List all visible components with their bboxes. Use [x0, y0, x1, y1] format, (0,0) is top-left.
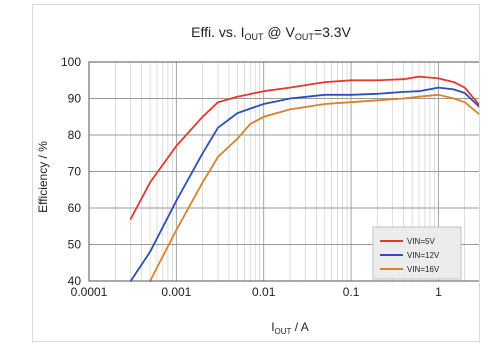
y-tick-label: 40	[68, 274, 82, 288]
y-tick-label: 100	[61, 55, 81, 69]
series-line-1	[129, 75, 481, 220]
legend-label-1: VIN=5V	[407, 237, 435, 246]
legend-box	[372, 226, 462, 280]
series-line-2	[129, 86, 481, 282]
x-tick-label: 1	[435, 285, 442, 299]
y-tick-label: 60	[68, 201, 82, 215]
x-tick-label: 0.001	[161, 285, 191, 299]
y-axis-label: Efficiency / %	[36, 141, 50, 213]
y-tick-label: 80	[68, 128, 82, 142]
y-tick-label: 90	[68, 92, 82, 106]
efficiency-chart: Effi. vs. IOUT @ VOUT=3.3V 0.0001 0.001 0.…	[36, 24, 492, 336]
tick-labels: 0.0001 0.001 0.01 0.1 1 40 50 60 70 80 90 100	[61, 55, 442, 299]
y-tick-label: 70	[68, 165, 82, 179]
x-tick-label: 0.0001	[71, 285, 108, 299]
series-line-3	[149, 93, 481, 282]
series-lines	[129, 75, 481, 282]
x-tick-label: 0.1	[343, 285, 360, 299]
chart-title: Effi. vs. IOUT @ VOUT=3.3V	[191, 24, 351, 42]
chart-frame: Effi. vs. IOUT @ VOUT=3.3V 0.0001 0.001 0.…	[32, 4, 492, 342]
legend-label-2: VIN=12V	[407, 251, 440, 260]
legend-label-3: VIN=16V	[407, 265, 440, 274]
legend: VIN=5V VIN=12V VIN=16V	[372, 226, 462, 280]
y-tick-label: 50	[68, 238, 82, 252]
x-axis-label: IOUT / A	[271, 320, 309, 336]
x-tick-label: 0.01	[252, 285, 276, 299]
